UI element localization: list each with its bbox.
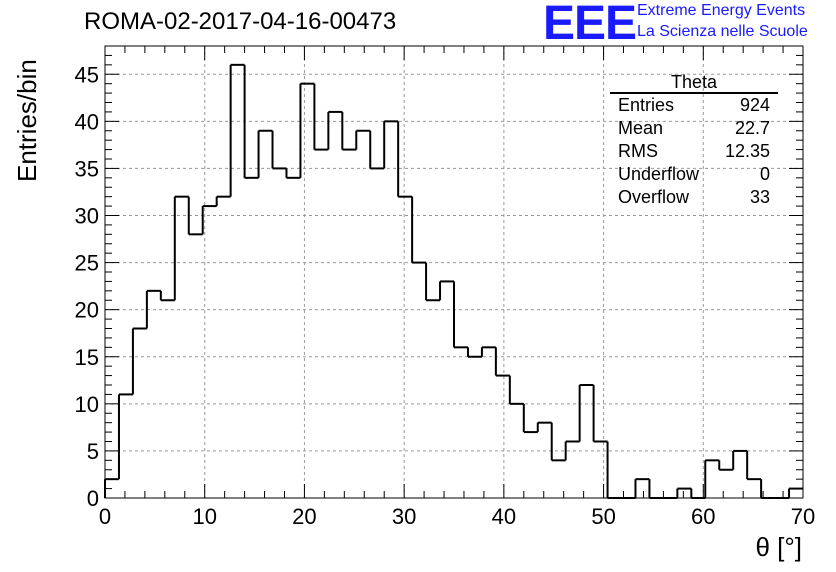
stats-label: RMS <box>618 141 658 161</box>
stats-title: Theta <box>610 72 778 94</box>
x-tick-label: 50 <box>591 504 615 529</box>
stats-label: Overflow <box>618 187 690 207</box>
stats-label: Mean <box>618 118 664 138</box>
y-tick-label: 25 <box>75 251 99 276</box>
x-tick-label: 40 <box>492 504 516 529</box>
stats-value: 22.7 <box>734 118 770 138</box>
x-tick-label: 60 <box>691 504 715 529</box>
x-tick-label: 20 <box>292 504 316 529</box>
stats-value: 12.35 <box>724 141 770 161</box>
stats-label: Entries <box>618 95 675 115</box>
chart-title: ROMA-02-2017-04-16-00473 <box>84 8 397 35</box>
stats-value: 0 <box>759 164 770 184</box>
stats-label: Underflow <box>618 164 700 184</box>
x-tick-label: 0 <box>99 504 111 529</box>
y-tick-label: 20 <box>75 298 99 323</box>
y-tick-label: 45 <box>75 62 99 87</box>
y-tick-label: 5 <box>87 439 99 464</box>
x-axis-label: θ [°] <box>755 532 802 562</box>
stats-value: 924 <box>739 95 770 115</box>
logo-line-2: La Scienza nelle Scuole <box>637 23 808 40</box>
y-tick-label: 0 <box>87 486 99 511</box>
y-tick-label: 10 <box>75 392 99 417</box>
stats-row-entries: Entries 924 <box>610 94 778 117</box>
stats-value: 33 <box>749 187 770 207</box>
y-tick-label: 40 <box>75 109 99 134</box>
stats-row-mean: Mean 22.7 <box>610 117 778 140</box>
y-tick-label: 15 <box>75 345 99 370</box>
stats-box: Theta Entries 924 Mean 22.7 RMS 12.35 Un… <box>610 72 778 209</box>
x-tick-label: 10 <box>192 504 216 529</box>
y-tick-label: 35 <box>75 156 99 181</box>
eee-logo: EEE <box>543 0 637 50</box>
y-tick-label: 30 <box>75 204 99 229</box>
logo-line-1: Extreme Energy Events <box>637 2 806 19</box>
y-axis-label: Entries/bin <box>12 59 42 182</box>
stats-row-overflow: Overflow 33 <box>610 186 778 209</box>
stats-row-underflow: Underflow 0 <box>610 163 778 186</box>
x-tick-label: 70 <box>791 504 815 529</box>
stats-row-rms: RMS 12.35 <box>610 140 778 163</box>
x-tick-label: 30 <box>392 504 416 529</box>
